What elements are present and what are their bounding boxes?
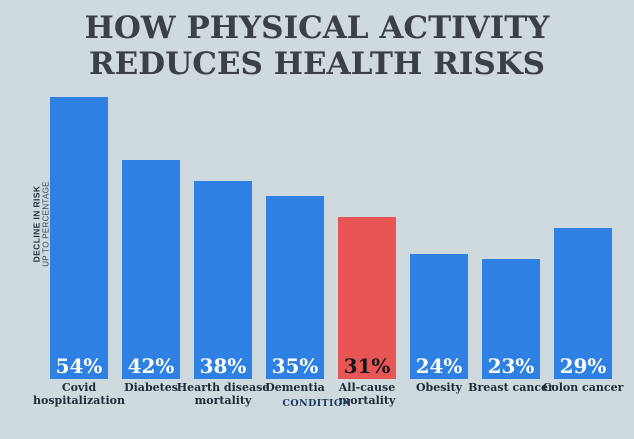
bar-value-label: 54% <box>55 354 103 378</box>
bar: 38% <box>194 181 252 379</box>
bar-category-label: Breast cancer <box>468 381 554 394</box>
bar-column: 54% Covid hospitalization <box>33 97 125 407</box>
bar-highlighted: 31% <box>338 217 396 379</box>
y-axis-label: DECLINE IN RISK UP TO PERCENTAGE <box>32 181 51 267</box>
bar: 29% <box>554 228 612 379</box>
bar-value-label: 38% <box>199 354 247 378</box>
bar-value-label: 35% <box>271 354 319 378</box>
bar-category-label: Obesity <box>415 381 463 394</box>
bar-value-label: 23% <box>487 354 535 378</box>
bar: 35% <box>266 196 324 379</box>
bar: 24% <box>410 254 468 379</box>
bar-category-label: All-cause mortality <box>338 381 396 407</box>
bar-category-label: Hearth disease mortality <box>176 381 270 407</box>
bar-value-label: 42% <box>127 354 175 378</box>
bar-category-label: Covid hospitalization <box>33 381 125 407</box>
bar-column: 31% All-cause mortality <box>338 217 396 407</box>
chart-title-line1: HOW PHYSICAL ACTIVITY <box>84 10 550 46</box>
bar: 42% <box>122 160 180 379</box>
bar-column: 38% Hearth disease mortality <box>177 181 269 407</box>
bar-value-label: 24% <box>415 354 463 378</box>
bar: 54% <box>50 97 108 379</box>
chart-title-line2: REDUCES HEALTH RISKS <box>88 46 546 82</box>
bar-value-label: 31% <box>343 354 391 378</box>
bar: 23% <box>482 259 540 379</box>
bar-column: 24% Obesity <box>410 254 468 394</box>
bar-chart: 54% Covid hospitalization 42% Diabetes 38% He… <box>33 97 623 407</box>
bar-category-label: Colon cancer <box>542 381 624 394</box>
chart-title: HOW PHYSICAL ACTIVITY REDUCES HEALTH RIS… <box>0 10 634 82</box>
bar-category-label: Diabetes <box>124 381 178 394</box>
x-axis-label: CONDITION <box>282 398 352 409</box>
y-axis-label-primary: DECLINE IN RISK <box>31 185 42 263</box>
bar-column: 42% Diabetes <box>122 160 180 394</box>
bar-category-label: Dementia <box>265 381 325 394</box>
bar-column: 29% Colon cancer <box>543 228 623 394</box>
bar-column: 23% Breast cancer <box>468 259 554 394</box>
bar-column: 35% Dementia <box>265 196 325 394</box>
bar-value-label: 29% <box>559 354 607 378</box>
